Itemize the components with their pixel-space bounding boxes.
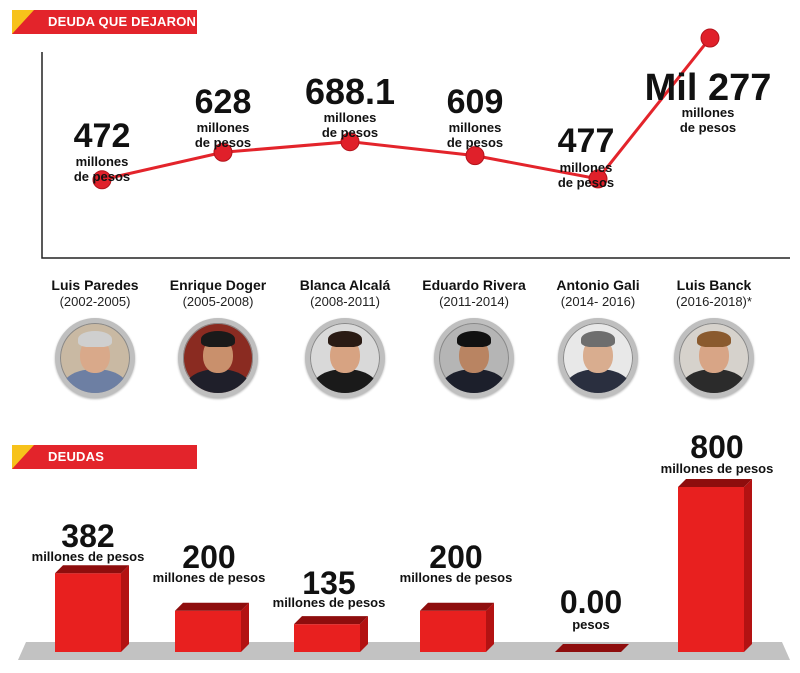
- avatar-hair: [581, 331, 615, 347]
- mayor-name: Antonio Gali: [556, 277, 640, 293]
- line-value-label: 628: [195, 83, 252, 121]
- avatar-body: [682, 369, 746, 393]
- line-chart-title-banner: DEUDA QUE DEJARON: [12, 10, 197, 34]
- bar-floor: [18, 642, 790, 660]
- mayor-0: Luis Paredes (2002-2005): [30, 276, 160, 398]
- bar-value-label: 0.00: [560, 584, 622, 620]
- line-value-label: Mil 277: [645, 67, 772, 109]
- mayor-term: (2011-2014): [439, 294, 509, 309]
- bar-unit-label: pesos: [572, 617, 610, 632]
- mayor-3: Eduardo Rivera (2011-2014): [409, 276, 539, 398]
- line-unit-label: millones de pesos: [447, 120, 503, 150]
- avatar-hair: [697, 331, 731, 347]
- mayor-term: (2016-2018)*: [676, 294, 752, 309]
- bar-unit-label: millones de pesos: [273, 595, 386, 610]
- bar-chart-title-banner: DEUDAS CONTRATADAS: [12, 445, 197, 488]
- bar-unit-label: millones de pesos: [661, 461, 774, 476]
- avatar: [305, 318, 385, 398]
- mayor-term: (2014- 2016): [560, 294, 636, 309]
- bar-unit-label: millones de pesos: [400, 570, 513, 585]
- avatar: [55, 318, 135, 398]
- mayors-row: Luis Paredes (2002-2005) Enrique Doger (200…: [0, 276, 800, 416]
- avatar-hair: [328, 331, 362, 347]
- avatar-hair: [201, 331, 235, 347]
- mayor-name: Luis Banck: [676, 277, 752, 293]
- line-value-label: 472: [74, 117, 131, 155]
- avatar-body: [186, 369, 250, 393]
- avatar-body: [566, 369, 630, 393]
- mayor-name: Luis Paredes: [51, 277, 139, 293]
- mayor-term: (2008-2011): [310, 294, 380, 309]
- line-unit-label: millones de pesos: [558, 160, 614, 190]
- line-chart-title: DEUDA QUE DEJARON: [48, 14, 197, 29]
- bar-value-label: 135: [302, 565, 355, 601]
- debt-bar: [175, 602, 249, 652]
- bar-value-label: 200: [182, 539, 235, 575]
- debt-point: [92, 170, 112, 190]
- avatar: [434, 318, 514, 398]
- bar-unit-label: millones de pesos: [153, 570, 266, 585]
- bar-unit-label: millones de pesos: [32, 549, 145, 564]
- line-value-label: 609: [447, 83, 504, 121]
- avatar-hair: [78, 331, 112, 347]
- mayor-4: Antonio Gali (2014- 2016): [533, 276, 663, 398]
- line-value-label: 688.1: [305, 71, 395, 112]
- avatar-body: [63, 369, 127, 393]
- debt-point: [588, 169, 608, 189]
- mayor-name: Eduardo Rivera: [422, 277, 526, 293]
- avatar: [558, 318, 638, 398]
- debt-bar: [55, 565, 129, 652]
- avatar: [178, 318, 258, 398]
- debt-bar: [678, 479, 752, 652]
- mayor-2: Blanca Alcalá (2008-2011): [280, 276, 410, 398]
- debt-point: [700, 28, 720, 48]
- avatar-body: [442, 369, 506, 393]
- avatar-hair: [457, 331, 491, 347]
- bar-value-label: 800: [690, 429, 743, 465]
- mayor-term: (2002-2005): [59, 294, 131, 309]
- debt-point: [340, 132, 360, 152]
- mayor-1: Enrique Doger (2005-2008): [153, 276, 283, 398]
- line-value-label: 477: [558, 122, 615, 160]
- debt-line: [101, 37, 712, 182]
- avatar: [674, 318, 754, 398]
- debt-bar: [555, 644, 629, 652]
- banner-flag-icon: [12, 445, 34, 469]
- bar-value-label: 200: [429, 539, 482, 575]
- debt-point: [465, 146, 485, 166]
- line-unit-label: millones de pesos: [195, 120, 251, 150]
- mayor-name: Enrique Doger: [169, 277, 267, 293]
- debt-point: [213, 142, 233, 162]
- mayor-5: Luis Banck (2016-2018)*: [649, 276, 779, 398]
- line-unit-label: millones de pesos: [680, 105, 736, 135]
- mayor-term: (2005-2008): [182, 294, 254, 309]
- debt-bar: [294, 616, 368, 652]
- mayor-name: Blanca Alcalá: [299, 277, 391, 293]
- line-unit-label: millones de pesos: [322, 110, 378, 140]
- line-chart-axes: [41, 52, 790, 259]
- bar-chart-title: DEUDAS CONTRATADAS: [48, 449, 149, 488]
- avatar-body: [313, 369, 377, 393]
- line-unit-label: millones de pesos: [74, 154, 130, 184]
- debt-bar: [420, 602, 494, 652]
- bar-value-label: 382: [61, 518, 114, 554]
